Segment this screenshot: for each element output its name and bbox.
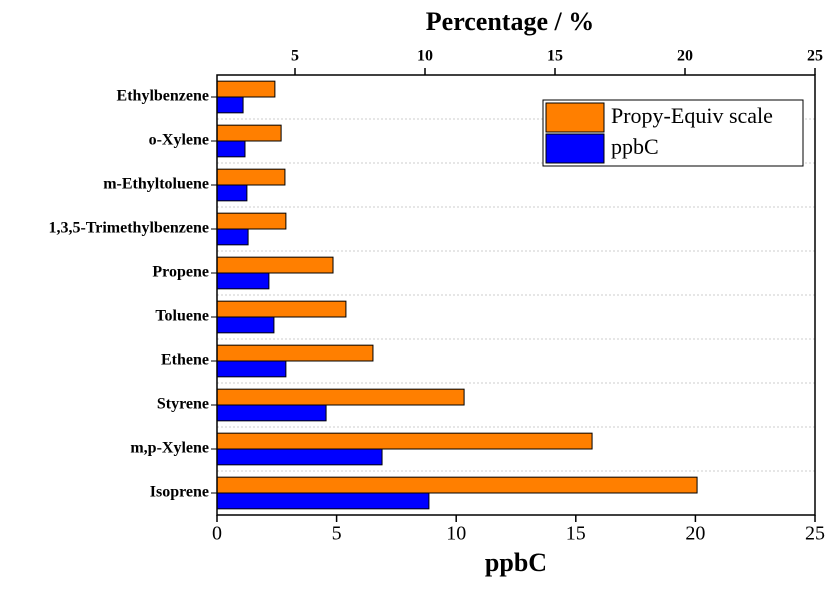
bar (216, 184, 248, 202)
y-tick-label: m-Ethyltoluene (103, 176, 209, 193)
y-tick-label: Styrene (157, 396, 209, 413)
bar (216, 360, 287, 378)
bar (216, 124, 282, 142)
bar (216, 344, 374, 362)
x-tick-label: 15 (566, 523, 586, 545)
x2-tick-label: 15 (547, 48, 563, 65)
bar (216, 256, 334, 274)
y-tick-label: Ethylbenzene (117, 88, 209, 105)
legend-swatch (545, 133, 605, 164)
x2-tick-label: 10 (417, 48, 433, 65)
bar (216, 96, 244, 114)
bar (216, 492, 430, 510)
bottom-axis-label: ppbC (485, 548, 547, 577)
x-tick-label: 0 (212, 523, 222, 545)
x-tick-label: 5 (332, 523, 342, 545)
bar (216, 388, 465, 406)
x2-tick-label: 20 (677, 48, 693, 65)
x2-tick-label: 25 (807, 48, 823, 65)
bar (216, 300, 347, 318)
y-tick-label: Isoprene (150, 484, 209, 501)
bar (216, 404, 327, 422)
legend-label: ppbC (611, 134, 659, 159)
bar (216, 448, 383, 466)
y-tick-label: Ethene (161, 352, 209, 369)
y-tick-label: 1,3,5-Trimethylbenzene (48, 220, 209, 237)
bar (216, 80, 276, 98)
plot-frame (216, 74, 816, 516)
x-tick-label: 10 (446, 523, 466, 545)
legend-swatch (545, 102, 605, 133)
legend-label: Propy-Equiv scale (611, 103, 773, 128)
x-tick-label: 20 (685, 523, 705, 545)
top-axis-label: Percentage / % (426, 7, 594, 36)
bar (216, 228, 249, 246)
y-tick-label: Toluene (155, 308, 209, 325)
bar (216, 476, 698, 494)
x-tick-label: 25 (805, 523, 825, 545)
bar (216, 316, 275, 334)
y-tick-label: Propene (152, 264, 209, 281)
bar (216, 140, 246, 158)
y-tick-label: m,p-Xylene (130, 440, 209, 457)
bar (216, 272, 270, 290)
bar (216, 168, 286, 186)
bar (216, 212, 287, 230)
y-tick-label: o-Xylene (149, 132, 209, 149)
bar (216, 432, 593, 450)
x2-tick-label: 5 (291, 48, 299, 65)
